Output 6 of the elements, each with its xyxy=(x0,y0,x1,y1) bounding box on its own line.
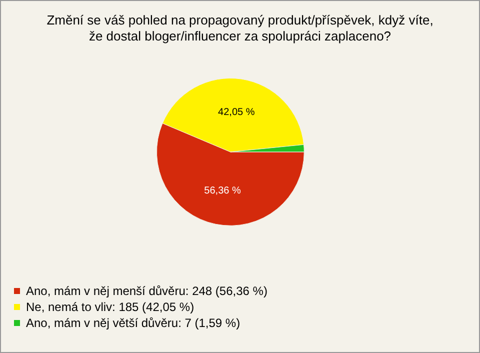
chart-title: Změní se váš pohled na propagovaný produkt/příspěvek, když víte, že dostal bloger/influencer za spolupráci zaplaceno? xyxy=(46,12,434,44)
legend-label: Ne, nemá to vliv: 185 (42,05 %) xyxy=(26,300,194,314)
data-label: 42,05 % xyxy=(218,107,255,118)
legend-label: Ano, mám v něj menší důvěru: 248 (56,36 %) xyxy=(26,284,268,298)
legend-label: Ano, mám v něj větší důvěru: 7 (1,59 %) xyxy=(26,316,240,330)
data-label: 56,36 % xyxy=(204,185,241,196)
